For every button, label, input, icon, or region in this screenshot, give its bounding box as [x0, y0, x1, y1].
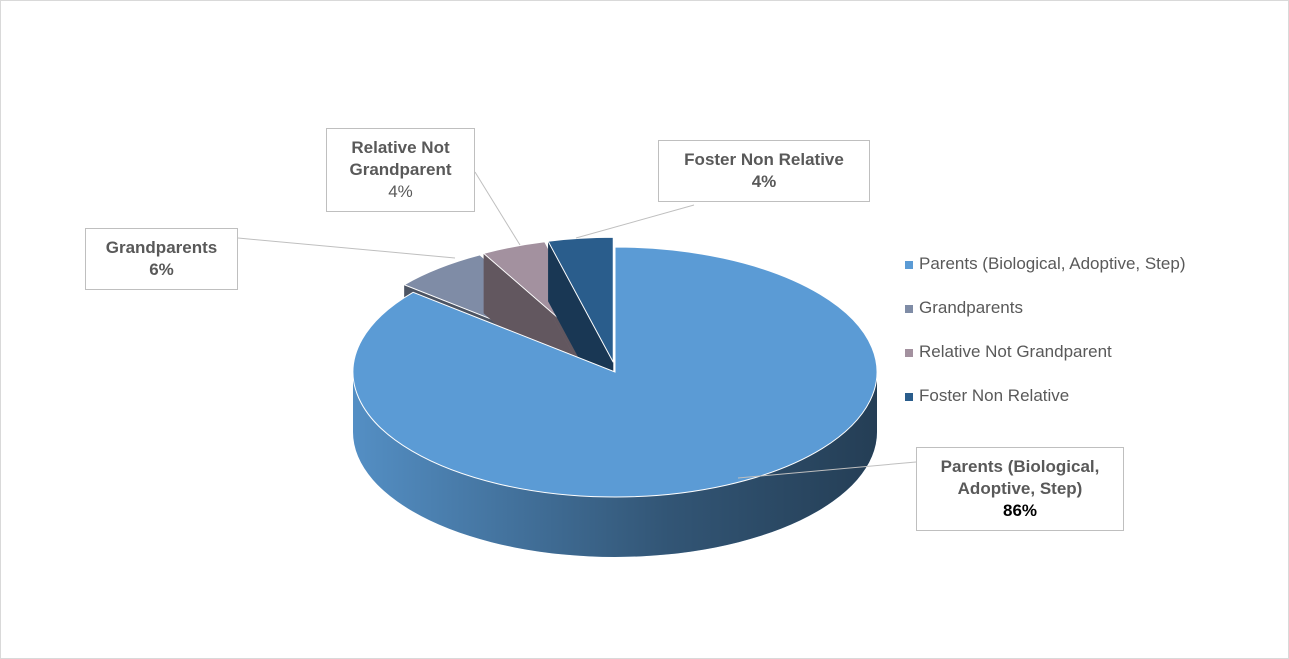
legend-swatch	[905, 348, 913, 357]
legend-item: Foster Non Relative	[905, 386, 1069, 406]
leader-line	[737, 461, 917, 479]
label-value: 4%	[388, 182, 413, 201]
data-label: Grandparents 6%	[85, 228, 238, 290]
leader-lines	[237, 171, 917, 479]
data-label: Relative Not Grandparent 4%	[326, 128, 475, 212]
shade	[353, 372, 877, 557]
leader-line	[575, 204, 695, 239]
data-label: Parents (Biological, Adoptive, Step) 86%	[916, 447, 1124, 531]
pie	[352, 236, 878, 557]
legend-item: Parents (Biological, Adoptive, Step)	[905, 254, 1185, 274]
legend-item: Grandparents	[905, 298, 1023, 318]
legend-swatch	[905, 392, 913, 401]
leader-line	[237, 237, 456, 259]
legend-label: Foster Non Relative	[919, 386, 1070, 405]
label-name: Foster Non Relative	[684, 150, 844, 169]
legend-label: Grandparents	[919, 298, 1023, 317]
label-name: Grandparents	[105, 238, 218, 257]
label-value: 4%	[751, 172, 777, 191]
legend-swatch	[905, 304, 913, 313]
leader-line	[474, 171, 521, 246]
legend-item: Relative Not Grandparent	[905, 342, 1112, 362]
legend-label: Parents (Biological, Adoptive, Step)	[919, 254, 1186, 273]
slice	[547, 236, 614, 363]
slice	[352, 246, 878, 498]
label-name: Relative Not Grandparent	[349, 138, 452, 179]
data-label: Foster Non Relative 4%	[658, 140, 870, 202]
legend-label: Relative Not Grandparent	[919, 342, 1112, 361]
label-value: 86%	[1002, 501, 1038, 520]
legend-swatch	[905, 260, 913, 269]
label-name: Parents (Biological, Adoptive, Step)	[940, 457, 1100, 498]
label-value: 6%	[149, 260, 174, 279]
